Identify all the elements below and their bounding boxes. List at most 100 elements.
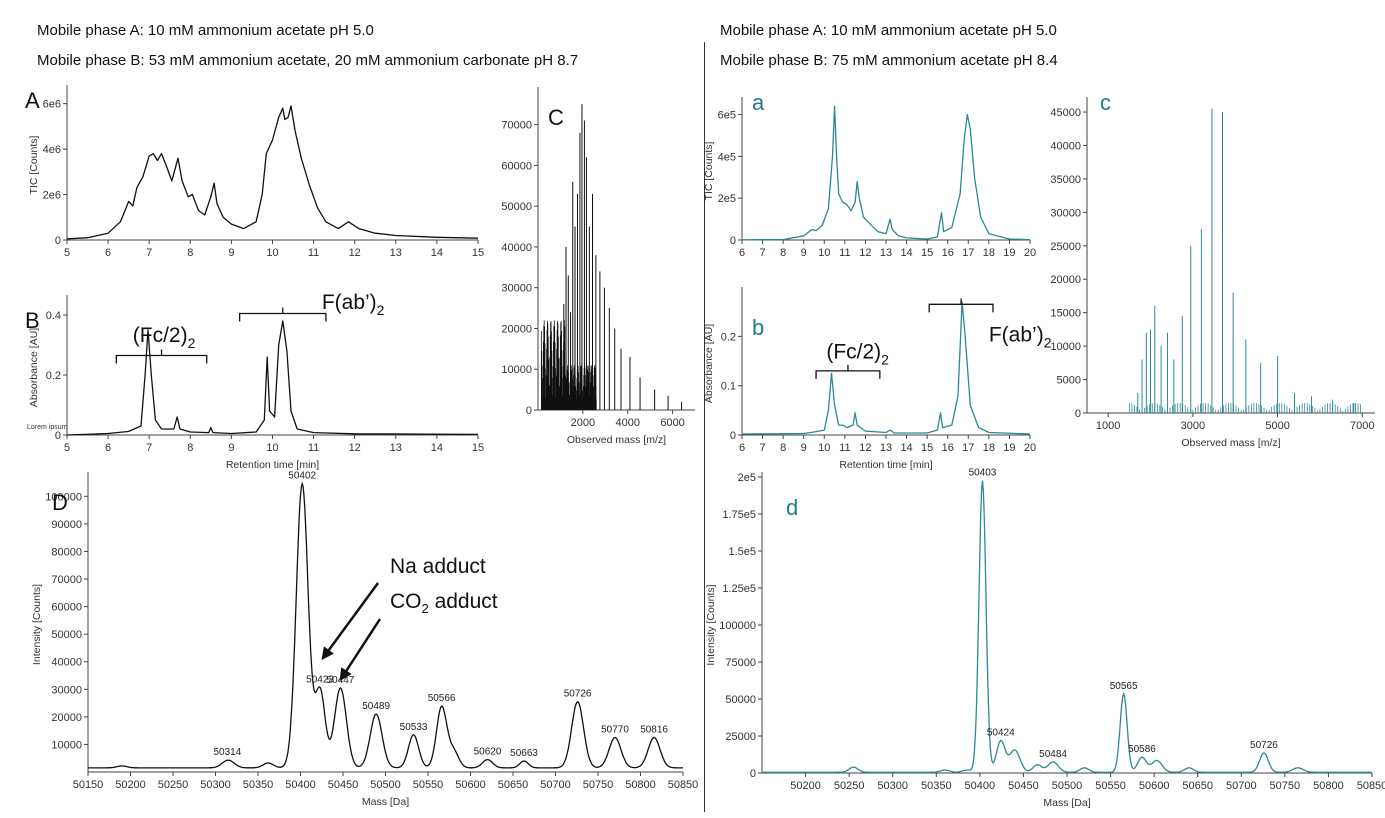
annotation-co2-adduct: CO2 adduct xyxy=(390,590,498,616)
x-tick-label: 50500 xyxy=(370,779,401,791)
x-tick-label: 6000 xyxy=(660,417,684,429)
x-tick-label: 12 xyxy=(859,247,871,259)
x-tick-label: 5 xyxy=(64,442,70,454)
y-tick-label: 25000 xyxy=(725,731,756,743)
bracket-label: F(ab’)2 xyxy=(322,291,385,318)
x-tick-label: 50450 xyxy=(328,779,359,791)
bracket xyxy=(815,364,881,379)
x-tick-label: 6 xyxy=(105,247,111,259)
x-tick-label: 50550 xyxy=(413,779,444,791)
y-tick-label: 0 xyxy=(55,430,61,442)
header-left-mobile-phase-a: Mobile phase A: 10 mM ammonium acetate p… xyxy=(37,22,374,39)
y-axis-title: Intensity [Counts] xyxy=(31,584,43,665)
peak-label: 50423 xyxy=(306,674,334,685)
y-tick-label: 80000 xyxy=(51,546,82,558)
header-left-mobile-phase-b: Mobile phase B: 53 mM ammonium acetate, … xyxy=(37,52,579,69)
x-tick-label: 15 xyxy=(472,247,484,259)
x-tick-label: 50200 xyxy=(115,779,146,791)
y-tick-label: 10000 xyxy=(51,739,82,751)
peak-label: 50533 xyxy=(400,722,428,733)
peak-label: 50565 xyxy=(1110,681,1138,692)
y-tick-label: 4e5 xyxy=(718,151,736,163)
x-tick-label: 9 xyxy=(228,247,234,259)
inset-text: Lorem ipsum xyxy=(27,424,68,431)
bracket-label: F(ab’)2 xyxy=(989,323,1052,350)
peak-label: 50586 xyxy=(1128,744,1156,755)
x-tick-label: 1000 xyxy=(1096,420,1120,432)
peak-label: 50663 xyxy=(510,748,538,759)
arrow-co2-adduct xyxy=(339,618,382,682)
x-tick-label: 7000 xyxy=(1350,420,1374,432)
header-right-mobile-phase-a: Mobile phase A: 10 mM ammonium acetate p… xyxy=(720,22,1057,39)
y-tick-label: 75000 xyxy=(725,657,756,669)
x-tick-label: 7 xyxy=(760,442,766,454)
x-tick-label: 50700 xyxy=(540,779,571,791)
x-axis-title: Mass [Da] xyxy=(1043,797,1090,809)
y-tick-label: 40000 xyxy=(51,657,82,669)
y-tick-label: 0.2 xyxy=(46,370,61,382)
y-tick-label: 60000 xyxy=(51,602,82,614)
y-tick-label: 20000 xyxy=(51,712,82,724)
peak-label: 50489 xyxy=(362,701,390,712)
chart-b-absorbance: 6 7 8 9 10 11 12 13 14 15 16 17 18 19 20 0 0.1 0.2 Retenti… xyxy=(703,287,1052,471)
x-tick-label: 5 xyxy=(64,247,70,259)
x-tick-label: 17 xyxy=(962,442,974,454)
y-tick-label: 70000 xyxy=(501,120,532,132)
y-tick-label: 45000 xyxy=(1050,107,1081,119)
series-line xyxy=(88,481,683,769)
x-tick-label: 3000 xyxy=(1181,420,1205,432)
panel-label: C xyxy=(548,105,564,130)
y-tick-label: 2e5 xyxy=(718,193,736,205)
x-tick-label: 50750 xyxy=(583,779,614,791)
peak-label: 50816 xyxy=(640,725,668,736)
x-tick-label: 15 xyxy=(921,442,933,454)
y-tick-label: 50000 xyxy=(725,694,756,706)
y-axis-title: Absorbance [AU] xyxy=(28,328,40,407)
y-tick-label: 70000 xyxy=(51,574,82,586)
x-tick-label: 50450 xyxy=(1008,780,1039,792)
chart-C-mass-spectrum: 2000 4000 60000100002000030000400005000060… xyxy=(501,87,695,446)
peak-label: 50566 xyxy=(428,693,456,704)
y-tick-label: 4e6 xyxy=(43,144,61,156)
y-tick-label: 10000 xyxy=(1050,341,1081,353)
y-tick-label: 100000 xyxy=(719,620,756,632)
peak-label: 50620 xyxy=(474,747,502,758)
x-tick-label: 14 xyxy=(900,247,912,259)
bracket-label: (Fc/2)2 xyxy=(133,324,196,351)
bracket xyxy=(928,298,994,313)
peak-label: 50314 xyxy=(213,747,241,758)
y-tick-label: 0.2 xyxy=(721,331,736,343)
y-axis-title: TIC [Counts] xyxy=(703,141,715,200)
x-tick-label: 50850 xyxy=(668,779,699,791)
y-tick-label: 30000 xyxy=(51,684,82,696)
panel-label: d xyxy=(786,495,798,520)
y-tick-label: 0 xyxy=(730,430,736,442)
x-tick-label: 15 xyxy=(472,442,484,454)
x-axis-title: Observed mass [m/z] xyxy=(1181,437,1280,449)
x-tick-label: 13 xyxy=(880,247,892,259)
peak-label: 50726 xyxy=(564,689,592,700)
x-tick-label: 13 xyxy=(390,442,402,454)
chart-A-tic: 5 6 7 8 9 10 11 12 13 14 15 0 2e6 4e6 6e6 TIC [Counts] A xyxy=(25,85,484,259)
y-tick-label: 6e5 xyxy=(718,110,736,122)
y-tick-label: 35000 xyxy=(1050,174,1081,186)
y-tick-label: 15000 xyxy=(1050,308,1081,320)
x-axis-title: Retention time [min] xyxy=(839,459,932,471)
peak-label: 50726 xyxy=(1250,740,1278,751)
x-tick-label: 50200 xyxy=(790,780,821,792)
chart-D-deconvoluted-mass: 50150 50200 50250 50300 50350 50400 50450 50500… xyxy=(31,471,699,808)
series-line xyxy=(66,105,479,240)
series-line xyxy=(762,480,1372,773)
series-line xyxy=(741,105,1031,241)
x-tick-label: 6 xyxy=(739,247,745,259)
x-tick-label: 9 xyxy=(801,442,807,454)
x-tick-label: 10 xyxy=(818,442,830,454)
y-tick-label: 20000 xyxy=(1050,274,1081,286)
x-tick-label: 17 xyxy=(962,247,974,259)
panel-label: D xyxy=(52,490,68,515)
x-tick-label: 10 xyxy=(818,247,830,259)
y-tick-label: 100000 xyxy=(45,491,82,503)
peak-label: 50424 xyxy=(987,728,1015,739)
y-tick-label: 50000 xyxy=(501,201,532,213)
x-tick-label: 16 xyxy=(942,442,954,454)
